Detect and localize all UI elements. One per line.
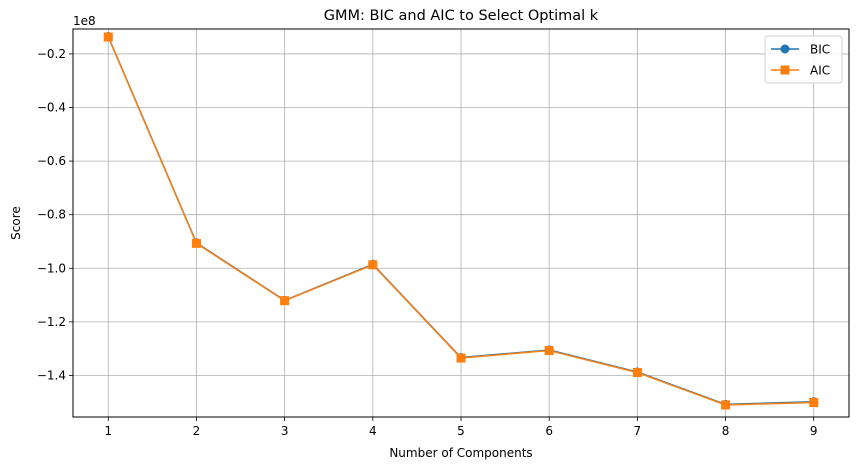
series-aic-point <box>103 32 113 42</box>
series-aic-point <box>809 398 819 408</box>
series-layer <box>103 32 819 410</box>
y-tick-label: −0.2 <box>37 47 66 61</box>
x-tick-label: 5 <box>457 424 465 438</box>
x-tick-label: 1 <box>104 424 112 438</box>
series-aic-point <box>280 296 290 306</box>
x-axis: 1 2 3 4 5 6 7 8 9 <box>104 417 818 438</box>
legend: BIC AIC <box>764 35 843 84</box>
y-axis-label: Score <box>9 206 23 240</box>
x-tick-label: 3 <box>281 424 289 438</box>
x-tick-label: 2 <box>193 424 201 438</box>
x-axis-label: Number of Components <box>389 446 532 460</box>
legend-aic-marker <box>780 65 790 75</box>
x-tick-label: 4 <box>369 424 377 438</box>
series-aic-point <box>456 353 466 363</box>
y-tick-label: −1.0 <box>37 261 66 275</box>
x-tick-label: 6 <box>545 424 553 438</box>
legend-aic-label: AIC <box>810 64 830 78</box>
series-aic-point <box>632 368 642 378</box>
x-tick-label: 9 <box>810 424 818 438</box>
y-offset-label: 1e8 <box>73 14 96 28</box>
y-tick-label: −0.4 <box>37 101 66 115</box>
y-tick-label: −0.8 <box>37 208 66 222</box>
x-tick-label: 7 <box>634 424 642 438</box>
y-tick-label: −1.2 <box>37 315 66 329</box>
y-axis: −1.4 −1.2 −1.0 −0.8 −0.6 −0.4 −0.2 <box>37 47 73 382</box>
series-aic-point <box>544 346 554 356</box>
grid <box>73 29 849 417</box>
chart-title: GMM: BIC and AIC to Select Optimal k <box>324 8 599 24</box>
series-aic-point <box>368 260 378 270</box>
series-aic-point <box>721 400 731 410</box>
y-tick-label: −0.6 <box>37 154 66 168</box>
y-tick-label: −1.4 <box>37 368 66 382</box>
x-tick-label: 8 <box>722 424 730 438</box>
legend-box <box>764 35 843 84</box>
series-aic-point <box>191 238 201 248</box>
legend-bic-marker <box>780 44 790 54</box>
legend-bic-label: BIC <box>810 43 830 57</box>
